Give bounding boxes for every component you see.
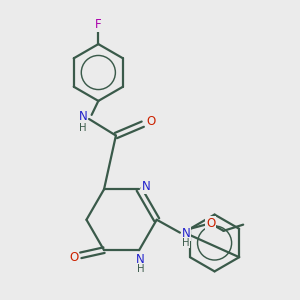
- Text: N: N: [136, 253, 145, 266]
- Text: F: F: [95, 18, 102, 31]
- Text: H: H: [137, 264, 145, 274]
- Text: O: O: [69, 251, 78, 264]
- Text: O: O: [146, 115, 155, 128]
- Text: N: N: [142, 180, 151, 193]
- Text: H: H: [79, 123, 87, 133]
- Text: H: H: [182, 238, 190, 248]
- Text: N: N: [182, 227, 191, 240]
- Text: O: O: [206, 217, 215, 230]
- Text: N: N: [79, 110, 87, 123]
